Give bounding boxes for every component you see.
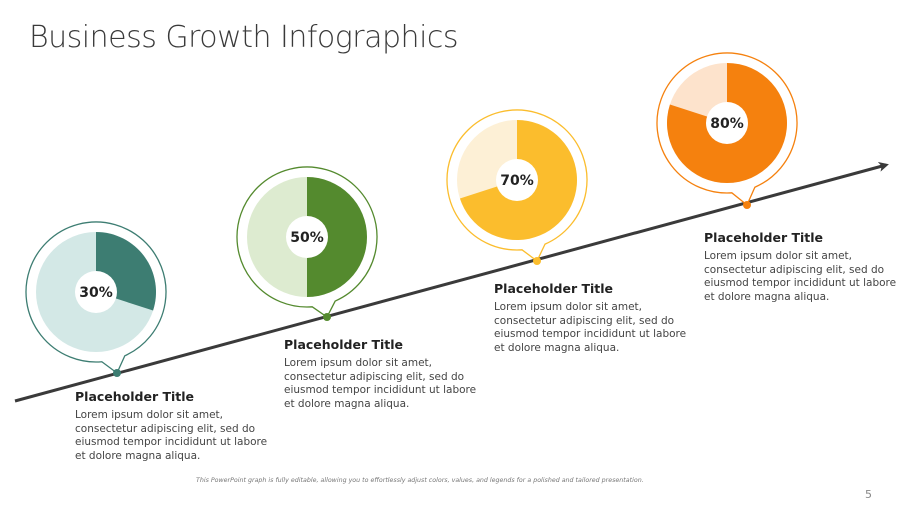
anchor-dot (533, 257, 541, 265)
percent-label: 50% (290, 230, 324, 246)
donut-pin-2: 50% (236, 166, 378, 321)
step-description: Lorem ipsum dolor sit amet, consectetur … (704, 250, 897, 303)
percent-label: 80% (710, 116, 744, 132)
donut-pin-3: 70% (446, 109, 588, 265)
percent-label: 70% (500, 173, 534, 189)
anchor-dot (323, 313, 331, 321)
footnote: This PowerPoint graph is fully editable,… (196, 477, 644, 484)
percent-label: 30% (79, 285, 113, 301)
donut-hole (75, 271, 117, 313)
step-3-text: Placeholder Title Lorem ipsum dolor sit … (494, 281, 694, 355)
step-4-text: Placeholder Title Lorem ipsum dolor sit … (704, 230, 900, 304)
donut-value (307, 177, 367, 297)
donut-pin-1: 30% (25, 221, 167, 377)
page-number: 5 (865, 488, 872, 501)
anchor-dot (743, 201, 751, 209)
step-title: Placeholder Title (284, 337, 404, 352)
step-2-text: Placeholder Title Lorem ipsum dolor sit … (284, 337, 484, 411)
step-title: Placeholder Title (494, 281, 614, 296)
anchor-dot (113, 369, 121, 377)
donut-hole (496, 159, 538, 201)
step-description: Lorem ipsum dolor sit amet, consectetur … (75, 409, 268, 462)
step-description: Lorem ipsum dolor sit amet, consectetur … (494, 301, 687, 354)
donut-hole (706, 102, 748, 144)
step-title: Placeholder Title (75, 389, 195, 404)
step-1-text: Placeholder Title Lorem ipsum dolor sit … (75, 389, 275, 463)
slide-title: Business Growth Infographics (29, 20, 459, 55)
step-description: Lorem ipsum dolor sit amet, consectetur … (284, 357, 477, 410)
step-title: Placeholder Title (704, 230, 824, 245)
donut-pin-4: 80% (656, 52, 798, 209)
donut-hole (286, 216, 328, 258)
growth-arrow (14, 162, 889, 403)
